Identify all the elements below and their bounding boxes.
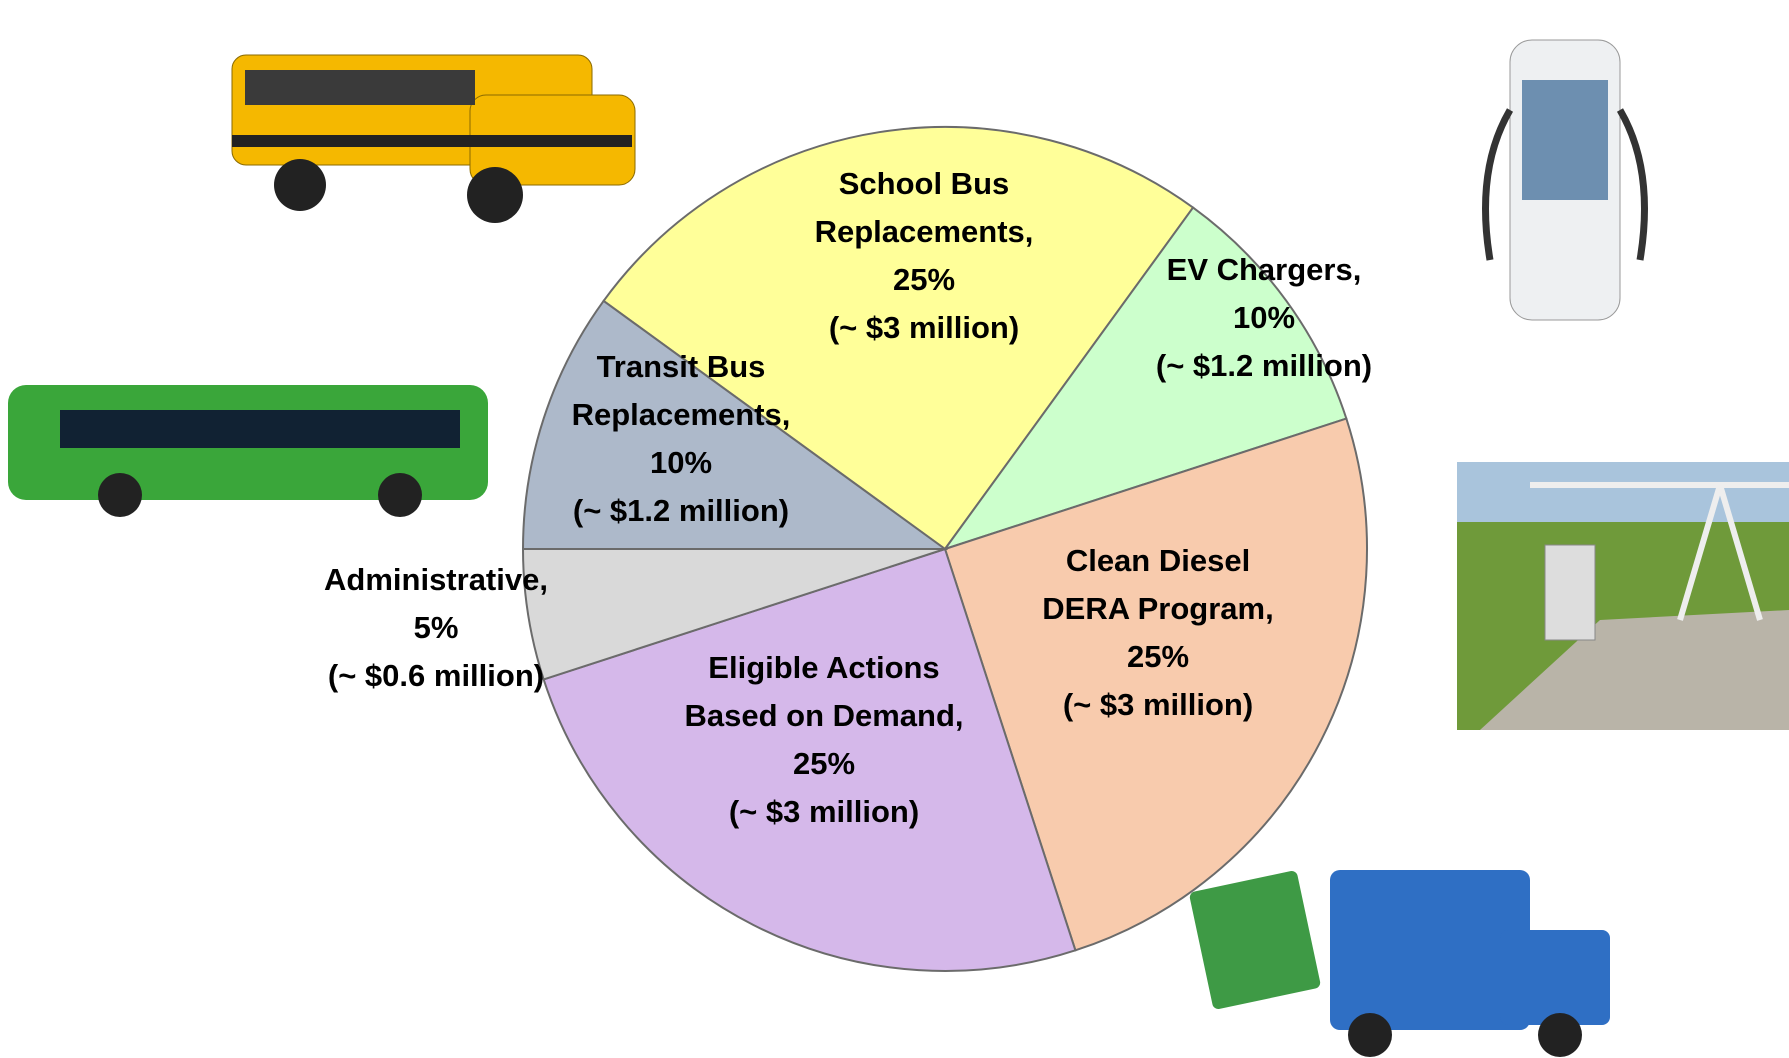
- category-line: Clean Diesel: [1066, 543, 1250, 578]
- slice-amount: (~ $0.6 million): [328, 658, 544, 693]
- category-line: EV Chargers,: [1167, 252, 1362, 287]
- slice-value-label: 25%: [793, 746, 855, 781]
- category-line: Transit Bus: [597, 349, 766, 384]
- page: School Bus Replacements, 25% (~ $3 million)…: [0, 0, 1789, 1058]
- slice-category: Administrative,: [324, 562, 548, 597]
- slice-value-label: 25%: [893, 262, 955, 297]
- category-line: Based on Demand,: [684, 698, 963, 733]
- category-line: Eligible Actions: [708, 650, 939, 685]
- transit-bus-picture: [8, 385, 488, 517]
- slice-amount: (~ $3 million): [1063, 687, 1253, 722]
- slice-amount: (~ $3 million): [829, 310, 1019, 345]
- category-line: DERA Program,: [1042, 591, 1273, 626]
- slice-value-label: 25%: [1127, 639, 1189, 674]
- category-line: Administrative,: [324, 562, 548, 597]
- school-bus-picture: [232, 55, 635, 223]
- chart: School Bus Replacements, 25% (~ $3 million)…: [0, 0, 1789, 1058]
- slice-amount: (~ $1.2 million): [573, 493, 789, 528]
- category-line: Replacements,: [572, 397, 791, 432]
- garbage-truck-picture: [1189, 870, 1610, 1057]
- slice-amount: (~ $1.2 million): [1156, 348, 1372, 383]
- category-line: Replacements,: [815, 214, 1034, 249]
- category-line: School Bus: [839, 166, 1010, 201]
- slice-category: EV Chargers,: [1167, 252, 1362, 287]
- ev-charger-picture: [1486, 40, 1645, 320]
- slice-amount: (~ $3 million): [729, 794, 919, 829]
- slice-value-label: 10%: [1233, 300, 1295, 335]
- pie: School Bus Replacements, 25% (~ $3 million)…: [324, 127, 1372, 971]
- irrigation-picture: [1457, 462, 1789, 730]
- slice-value-label: 10%: [650, 445, 712, 480]
- slice-value-label: 5%: [414, 610, 459, 645]
